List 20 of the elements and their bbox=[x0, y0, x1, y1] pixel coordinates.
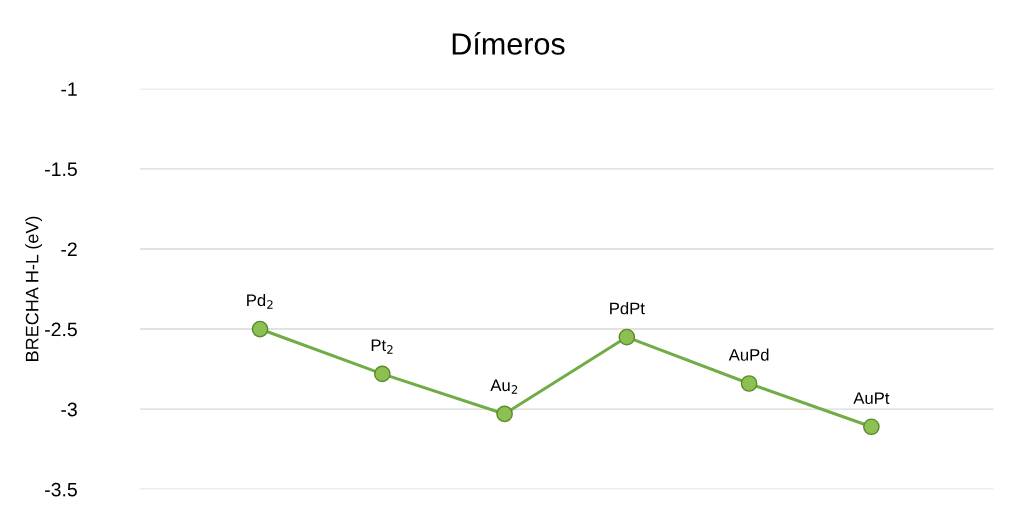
x-tick-label: Pd$_{2}$ bbox=[247, 293, 273, 309]
y-tick-label: -1 bbox=[61, 82, 77, 96]
point bbox=[863, 418, 880, 436]
y-tick-label: -2.5 bbox=[45, 322, 77, 337]
chart-title: Dímeros bbox=[452, 32, 565, 55]
point bbox=[251, 320, 269, 338]
y-tick-label: -1.5 bbox=[45, 162, 77, 177]
x-tick-label: Au$_{2}$ bbox=[490, 379, 518, 394]
point bbox=[740, 375, 758, 392]
y-tick-label: -3.5 bbox=[45, 482, 77, 497]
x-tick-label: AuPt bbox=[853, 392, 890, 405]
point bbox=[618, 328, 636, 346]
y-tick-label: -3 bbox=[61, 402, 77, 417]
x-tick-label: Pt$_{2}$ bbox=[371, 339, 393, 354]
x-tick-label: AuPd bbox=[728, 348, 769, 361]
point bbox=[373, 365, 391, 383]
x-tick-label: PdPt bbox=[610, 302, 645, 315]
y-axis-title: BRECHA H-L (eV) bbox=[25, 216, 43, 361]
y-tick-label: -2 bbox=[61, 242, 77, 256]
point bbox=[496, 405, 513, 423]
